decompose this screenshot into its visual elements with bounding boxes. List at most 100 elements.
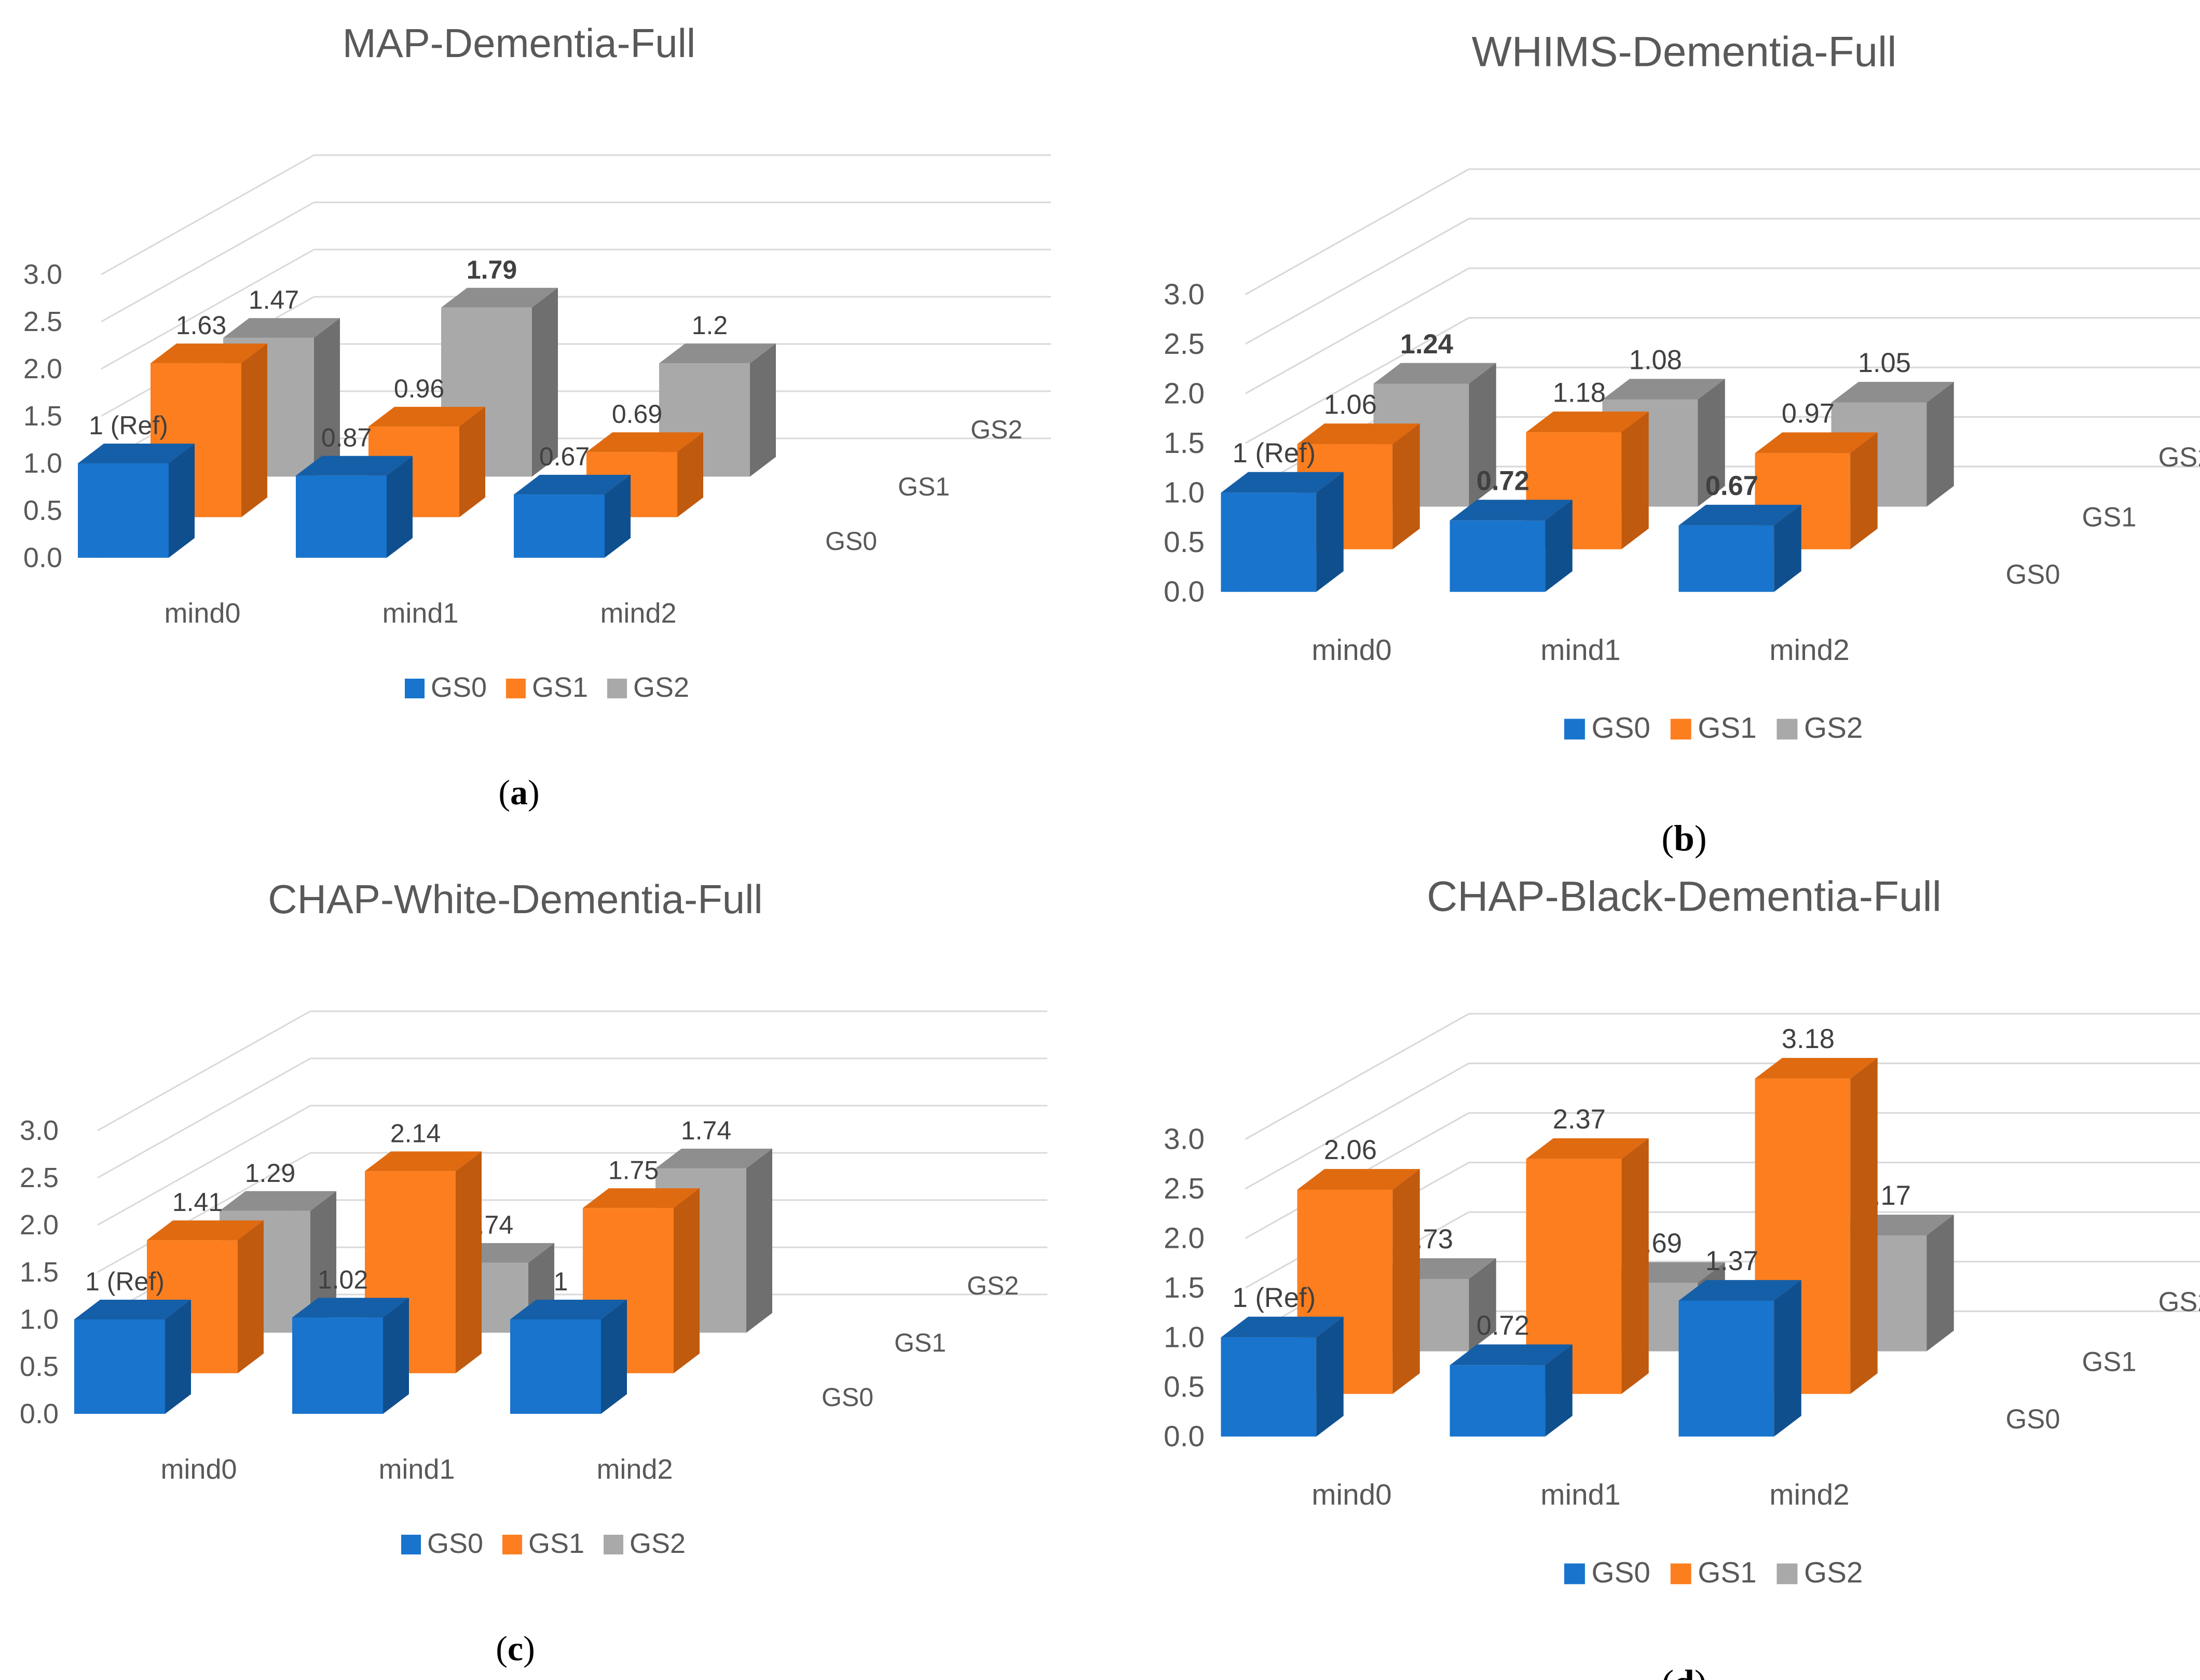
bar-top-face — [365, 1151, 482, 1172]
bar-GS0-mind1 — [292, 1298, 409, 1414]
bar-side-face — [459, 407, 485, 517]
legend-label-GS1: GS1 — [528, 1528, 584, 1559]
bar-top-face — [1221, 472, 1344, 493]
y-tick-label: 2.5 — [20, 1162, 59, 1193]
bar-GS0-mind2 — [1678, 504, 1801, 592]
depth-series-label: GS0 — [825, 527, 877, 556]
data-label-GS0-mind2: 1.37 — [1705, 1246, 1758, 1276]
bar-GS0-mind2 — [514, 475, 631, 558]
data-label-GS1-mind2: 0.97 — [1782, 398, 1835, 429]
bar-top-face — [1678, 504, 1801, 526]
bar-side-face — [532, 287, 558, 477]
bar-side-face — [1926, 1215, 1954, 1352]
bar-top-face — [514, 475, 631, 495]
bar-top-face — [1831, 381, 1954, 403]
x-category-label: mind1 — [1540, 634, 1620, 667]
gridline-side — [1245, 1063, 1470, 1190]
y-tick-label: 0.5 — [1164, 526, 1205, 559]
bar-front-face — [1678, 1300, 1774, 1437]
bar-side-face — [456, 1151, 482, 1373]
depth-series-label: GS2 — [2158, 1287, 2200, 1317]
x-category-label: mind1 — [378, 1454, 455, 1485]
gridline-side — [97, 1057, 311, 1179]
depth-series-label: GS2 — [971, 415, 1022, 444]
bar-top-face — [586, 432, 703, 452]
bar-top-face — [1297, 1169, 1420, 1190]
bar-top-face — [1450, 1344, 1573, 1366]
chart-panel-c: CHAP-White-Dementia-Full 0.0 0.5 1.0 1.5 2.0 2… — [20, 876, 1047, 1668]
data-label-GS0-mind2: 1 — [554, 1267, 568, 1296]
y-tick-label: 0.5 — [23, 495, 62, 526]
legend-label-GS0: GS0 — [431, 672, 487, 703]
depth-series-label: GS1 — [894, 1328, 946, 1357]
data-label-GS0-mind0: 1 (Ref) — [85, 1267, 165, 1296]
bar-top-face — [1755, 432, 1878, 453]
bar-side-face — [677, 432, 703, 517]
data-label-GS1-mind1: 0.96 — [394, 374, 444, 403]
bar-front-face — [1526, 1159, 1622, 1394]
y-tick-label: 1.0 — [1164, 477, 1205, 509]
bar-side-face — [1621, 1138, 1649, 1394]
bar-front-face — [292, 1317, 383, 1414]
bar-side-face — [1774, 1280, 1801, 1437]
bar-GS0-mind0 — [1221, 1316, 1344, 1437]
depth-series-label: GS2 — [967, 1271, 1019, 1300]
bar-front-face — [296, 475, 387, 558]
legend-label-GS2: GS2 — [633, 672, 689, 703]
bar-top-face — [223, 318, 340, 338]
x-category-label: mind2 — [1769, 634, 1849, 667]
bar-top-face — [296, 456, 413, 476]
panel-caption: (c) — [496, 1629, 535, 1668]
data-label-GS0-mind2: 0.67 — [539, 442, 590, 471]
data-label-GS0-mind0: 1 (Ref) — [89, 411, 168, 440]
data-label-GS0-mind1: 0.72 — [1477, 1310, 1529, 1341]
bar-side-face — [674, 1188, 700, 1373]
y-tick-label: 3.0 — [20, 1115, 59, 1146]
bar-side-face — [1774, 504, 1801, 592]
chart-title: CHAP-White-Dementia-Full — [268, 876, 763, 922]
data-label-GS1-mind1: 2.37 — [1553, 1104, 1606, 1135]
bar-side-face — [601, 1300, 627, 1414]
bar-top-face — [583, 1188, 700, 1208]
bar-top-face — [1526, 411, 1649, 433]
bar-GS0-mind2 — [510, 1300, 627, 1414]
x-category-label: mind1 — [1540, 1479, 1620, 1511]
x-category-label: mind2 — [1769, 1479, 1849, 1511]
y-tick-label: 0.0 — [1164, 576, 1205, 609]
gridline-side — [101, 201, 315, 323]
bar-front-face — [74, 1319, 165, 1414]
bar-side-face — [1850, 1058, 1878, 1394]
bar-GS0-mind0 — [1221, 472, 1344, 592]
bar-side-face — [746, 1148, 772, 1333]
data-label-GS1-mind0: 1.41 — [172, 1188, 223, 1217]
legend-label-GS0: GS0 — [1592, 1557, 1650, 1589]
y-tick-label: 0.5 — [20, 1351, 59, 1382]
bar-top-face — [1221, 1316, 1344, 1338]
legend-swatch-GS2 — [1777, 1563, 1798, 1585]
legend-swatch-GS2 — [1777, 719, 1798, 740]
data-label-GS0-mind0: 1 (Ref) — [1233, 1283, 1316, 1313]
bar-front-face — [78, 463, 169, 558]
gridline-side — [97, 1010, 311, 1132]
bar-GS0-mind0 — [78, 444, 195, 558]
y-tick-label: 2.0 — [1164, 1222, 1205, 1255]
bar-side-face — [1392, 1169, 1420, 1394]
bar-top-face — [510, 1300, 627, 1319]
y-tick-label: 2.5 — [23, 306, 62, 337]
y-tick-label: 0.0 — [20, 1398, 59, 1429]
legend-swatch-GS1 — [1670, 719, 1691, 740]
data-label-GS1-mind0: 1.63 — [176, 311, 226, 340]
depth-series-label: GS0 — [2006, 559, 2060, 590]
legend-swatch-GS1 — [1670, 1563, 1691, 1585]
legend-label-GS1: GS1 — [532, 672, 588, 703]
bar-side-face — [1469, 1258, 1496, 1352]
data-label-GS2-mind1: 1.79 — [467, 255, 517, 284]
x-category-label: mind0 — [160, 1454, 237, 1485]
bar-GS1-mind1 — [1526, 1138, 1649, 1394]
data-label-GS0-mind1: 1.02 — [318, 1265, 368, 1294]
y-tick-label: 0.0 — [1164, 1421, 1205, 1453]
y-tick-label: 1.5 — [1164, 427, 1205, 460]
legend-swatch-GS0 — [401, 1535, 421, 1554]
y-tick-label: 1.0 — [20, 1304, 59, 1335]
legend-swatch-GS0 — [1564, 719, 1585, 740]
